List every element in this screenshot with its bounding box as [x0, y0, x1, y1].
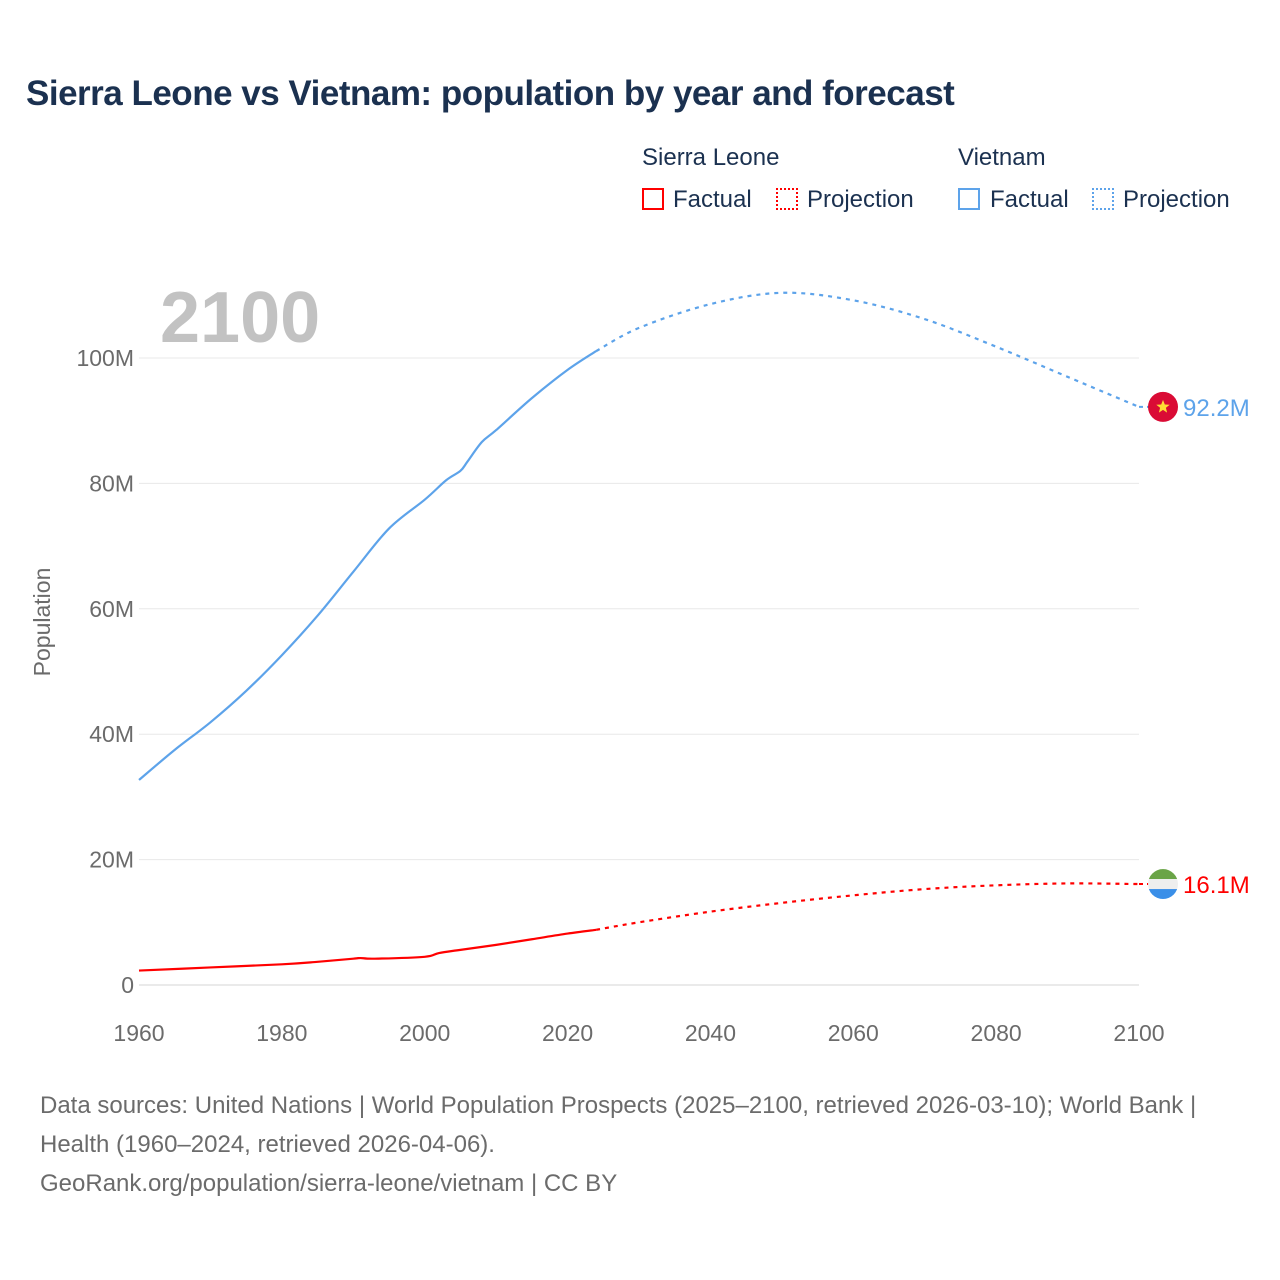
legend-vn-projection[interactable]: Projection [1123, 186, 1230, 213]
sierra-leone-projection-line [595, 882, 1140, 931]
source-text: Data sources: United Nations | World Pop… [40, 1092, 1197, 1158]
vietnam-projection-line [595, 291, 1140, 408]
x-tick-label: 2060 [828, 1020, 879, 1046]
sierra-leone-end-label: 16.1M [1183, 872, 1250, 899]
y-tick-label: 80M [89, 470, 134, 496]
chart-plot: 0 20M 40M 60M 80M 100M 1960 1980 2000 2020 2040 206… [29, 278, 1250, 1046]
y-tick-label: 20M [89, 847, 134, 873]
legend-swatch-vn-projection [1092, 188, 1114, 210]
x-tick-label: 2080 [971, 1020, 1022, 1046]
year-overlay: 2100 [160, 278, 320, 358]
x-tick-label: 1980 [256, 1020, 307, 1046]
legend-sl-factual[interactable]: Factual [673, 186, 752, 213]
x-tick-label: 2040 [685, 1020, 736, 1046]
x-tick-label: 2020 [542, 1020, 593, 1046]
legend-swatch-sl-projection [776, 188, 798, 210]
y-tick-label: 100M [76, 345, 134, 371]
legend-group-vietnam: Vietnam [958, 144, 1046, 171]
vietnam-factual-line [138, 350, 597, 781]
y-tick-label: 40M [89, 721, 134, 747]
vietnam-flag-icon [1148, 391, 1178, 422]
source-link[interactable]: GeoRank.org/population/sierra-leone/viet… [40, 1170, 618, 1197]
legend-sl-projection[interactable]: Projection [807, 186, 914, 213]
x-tick-label: 2000 [399, 1020, 450, 1046]
legend-swatch-vn-factual [958, 188, 980, 210]
chart-title: Sierra Leone vs Vietnam: population by y… [26, 74, 955, 113]
x-tick-label: 2100 [1113, 1020, 1164, 1046]
sierra-leone-flag-icon [1148, 869, 1178, 900]
legend-group-sierra-leone: Sierra Leone [642, 144, 780, 171]
legend-swatch-sl-factual [642, 188, 664, 210]
y-tick-label: 60M [89, 596, 134, 622]
sierra-leone-factual-line [138, 928, 597, 972]
x-tick-label: 1960 [113, 1020, 164, 1046]
source-note: Data sources: United Nations | World Pop… [40, 1086, 1240, 1203]
legend-vn-factual[interactable]: Factual [990, 186, 1069, 213]
vietnam-end-label: 92.2M [1183, 395, 1250, 422]
y-tick-label: 0 [121, 972, 134, 998]
y-axis-label: Population [29, 568, 55, 677]
